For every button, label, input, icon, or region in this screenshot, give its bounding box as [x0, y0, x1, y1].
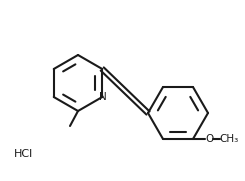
Text: HCl: HCl [14, 149, 33, 159]
Text: N: N [99, 92, 107, 102]
Text: CH₃: CH₃ [219, 134, 239, 144]
Text: O: O [205, 134, 213, 144]
